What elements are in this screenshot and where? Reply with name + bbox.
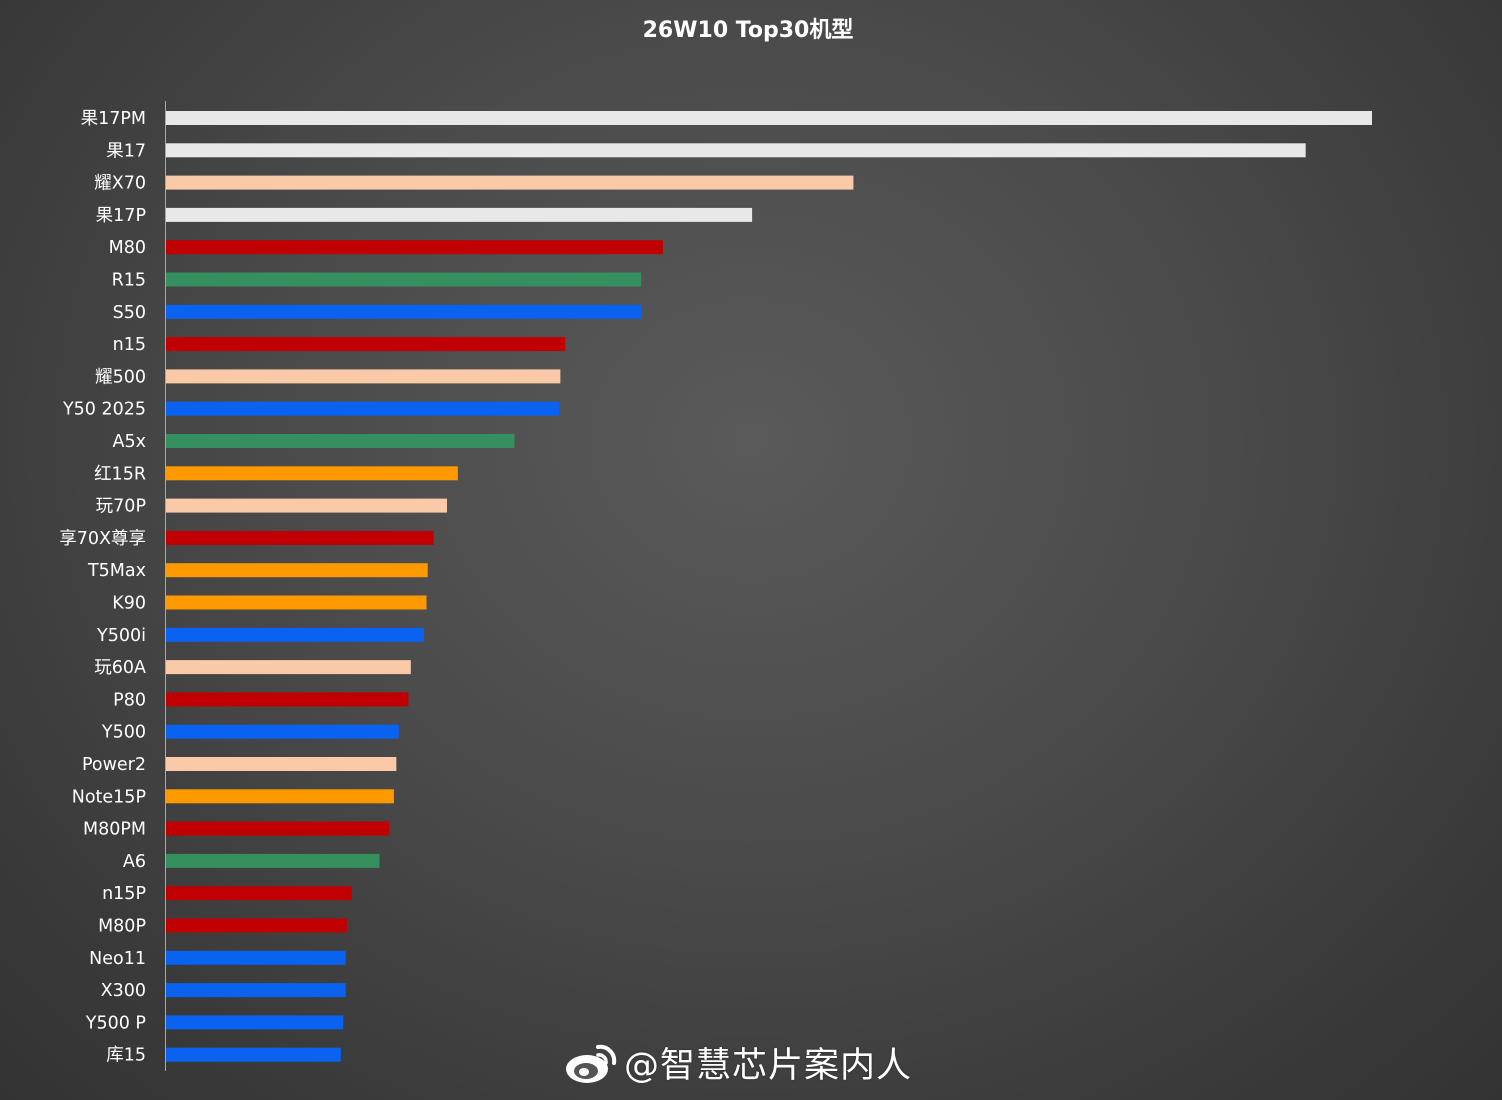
bar-4: [166, 240, 663, 255]
category-label-2: 耀X70: [94, 174, 146, 194]
bar-29: [166, 1047, 341, 1062]
bar-27: [166, 983, 346, 998]
bar-16: [166, 627, 425, 642]
category-label-21: Note15P: [72, 787, 146, 807]
bar-14: [166, 563, 428, 578]
category-label-28: Y500 P: [85, 1013, 146, 1033]
bar-20: [166, 757, 397, 771]
category-label-22: M80PM: [83, 820, 146, 840]
category-label-23: A6: [123, 852, 146, 872]
category-label-8: 耀500: [95, 367, 146, 387]
category-label-0: 果17PM: [81, 109, 146, 129]
bar-25: [166, 918, 347, 933]
bar-24: [166, 886, 352, 901]
bar-17: [166, 660, 411, 675]
category-label-11: 红15R: [94, 464, 146, 484]
bar-0: [166, 111, 1372, 125]
bar-22: [166, 821, 390, 836]
bar-28: [166, 1015, 344, 1030]
bar-21: [166, 789, 394, 804]
bar-10: [166, 434, 515, 448]
bar-2: [166, 175, 854, 190]
bar-26: [166, 950, 346, 965]
category-label-26: Neo11: [89, 949, 146, 969]
bar-8: [166, 369, 561, 384]
category-label-12: 玩70P: [96, 497, 146, 517]
bar-23: [166, 853, 380, 868]
category-label-27: X300: [101, 981, 146, 1001]
bar-9: [166, 401, 560, 416]
category-label-17: 玩60A: [94, 658, 146, 678]
category-label-15: K90: [112, 594, 146, 614]
bar-series: [166, 111, 1372, 1062]
category-axis-labels: 果17PM 果17 耀X70 果17P M80 R15 S50 n15 耀500 Y50 2025…: [59, 109, 146, 1066]
bar-1: [166, 143, 1306, 158]
category-label-3: 果17P: [96, 206, 146, 226]
category-label-25: M80P: [98, 917, 146, 937]
category-label-19: Y500: [101, 723, 146, 743]
bar-19: [166, 724, 399, 739]
category-label-7: n15: [113, 335, 146, 355]
bar-7: [166, 337, 566, 352]
bar-11: [166, 466, 458, 481]
category-label-13: 享70X尊享: [59, 529, 146, 549]
category-label-20: Power2: [82, 755, 146, 775]
category-label-4: M80: [109, 238, 146, 258]
watermark-text: @智慧芯片案内人: [624, 1045, 913, 1086]
chart-title: 26W10 Top30机型: [643, 18, 854, 43]
category-label-16: Y500i: [96, 626, 146, 646]
category-label-5: R15: [112, 271, 146, 291]
category-label-1: 果17: [106, 141, 146, 161]
bar-12: [166, 498, 447, 513]
bar-18: [166, 692, 409, 707]
category-label-18: P80: [113, 690, 146, 710]
bar-5: [166, 272, 642, 287]
bar-15: [166, 595, 427, 610]
category-label-14: T5Max: [87, 561, 146, 581]
category-label-9: Y50 2025: [62, 400, 146, 420]
bar-13: [166, 530, 434, 545]
watermark: @智慧芯片案内人: [562, 1036, 912, 1088]
category-label-24: n15P: [102, 884, 146, 904]
weibo-logo-icon: [566, 1044, 617, 1083]
category-label-10: A5x: [113, 432, 146, 452]
category-label-29: 库15: [106, 1046, 146, 1066]
bar-6: [166, 304, 642, 319]
category-label-6: S50: [113, 303, 146, 323]
bar-3: [166, 207, 753, 222]
